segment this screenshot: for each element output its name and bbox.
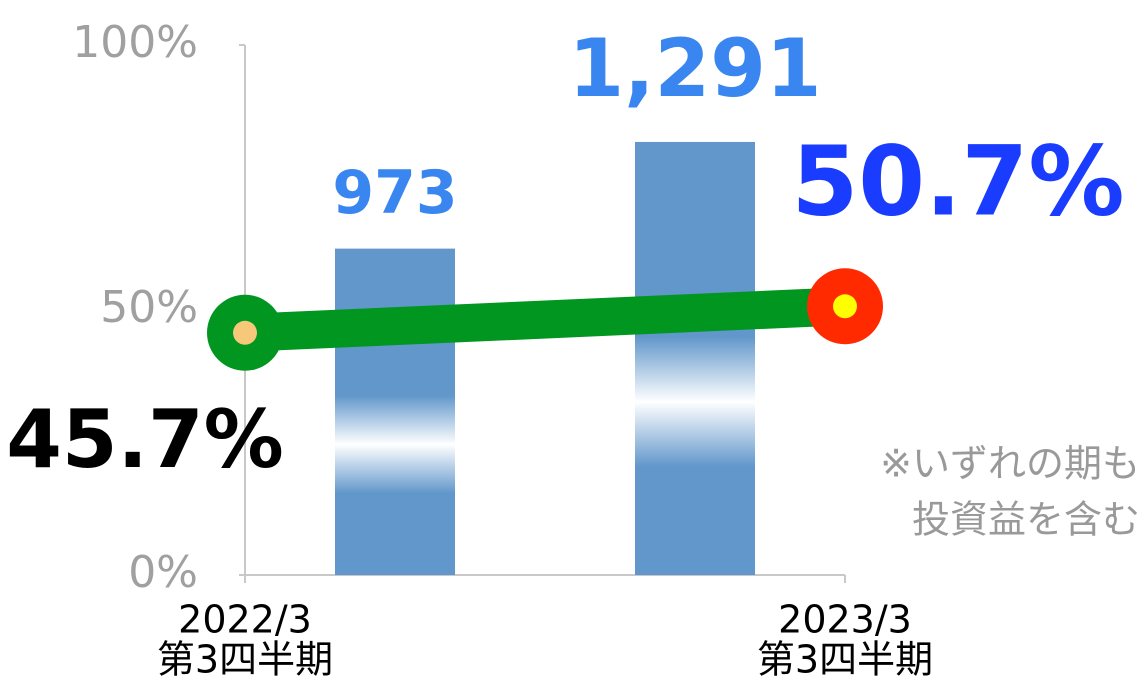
line xyxy=(244,287,846,352)
line-value-label: 45.7% xyxy=(6,393,284,486)
note: ※いずれの期も xyxy=(880,442,1140,486)
bar-value-label: 973 xyxy=(332,158,457,228)
point-center xyxy=(233,320,257,345)
note: 投資益を含む xyxy=(912,498,1140,542)
x-tick-label: 第3四半期 xyxy=(157,638,333,682)
x-tick-label: 第3四半期 xyxy=(757,638,933,682)
y-tick-label: 50% xyxy=(100,282,198,333)
bar xyxy=(335,248,455,575)
x-tick-label: 2023/3 xyxy=(778,598,912,642)
line-value-label: 50.7% xyxy=(791,126,1124,238)
y-tick-label: 0% xyxy=(128,547,198,598)
point-center xyxy=(833,294,857,319)
bar-value-label: 1,291 xyxy=(568,22,821,115)
bar xyxy=(635,141,755,575)
y-tick-label: 100% xyxy=(72,17,198,68)
x-tick-label: 2022/3 xyxy=(178,598,312,642)
